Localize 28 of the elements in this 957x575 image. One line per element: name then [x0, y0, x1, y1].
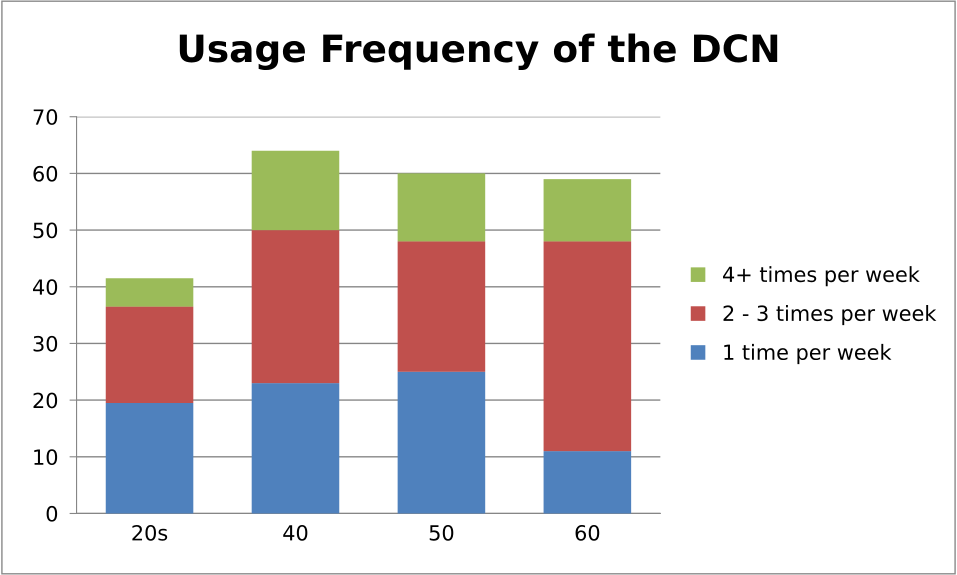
- y-tick-label: 50: [34, 222, 58, 238]
- bar: [544, 179, 632, 242]
- legend-label: 1 time per week: [724, 344, 892, 364]
- bar: [544, 241, 632, 452]
- x-tick-label: 60: [576, 524, 600, 541]
- bar: [398, 372, 486, 514]
- bar: [398, 241, 486, 372]
- y-tick-label: 30: [34, 336, 58, 352]
- bar: [106, 278, 194, 307]
- x-tick-label: 50: [430, 524, 454, 541]
- bar: [252, 150, 340, 230]
- x-tick-label: 40: [283, 524, 308, 541]
- legend-label: 2 - 3 times per week: [724, 305, 936, 326]
- bar: [252, 230, 340, 384]
- bar: [106, 402, 194, 514]
- bar: [544, 451, 632, 514]
- y-tick-label: 60: [33, 166, 58, 182]
- y-tick-label: 10: [34, 449, 58, 466]
- bar: [106, 306, 194, 403]
- x-tick-label: 20s: [132, 524, 168, 541]
- bar: [398, 173, 486, 242]
- chart-title: Usage Frequency of the DCN: [180, 33, 778, 70]
- bar: [252, 383, 340, 514]
- y-tick-label: 20: [34, 392, 58, 408]
- y-tick-label: 70: [34, 109, 58, 125]
- y-tick-label: 40: [33, 279, 58, 295]
- legend-label: 4+ times per week: [723, 266, 920, 286]
- y-tick-label: 0: [46, 506, 58, 522]
